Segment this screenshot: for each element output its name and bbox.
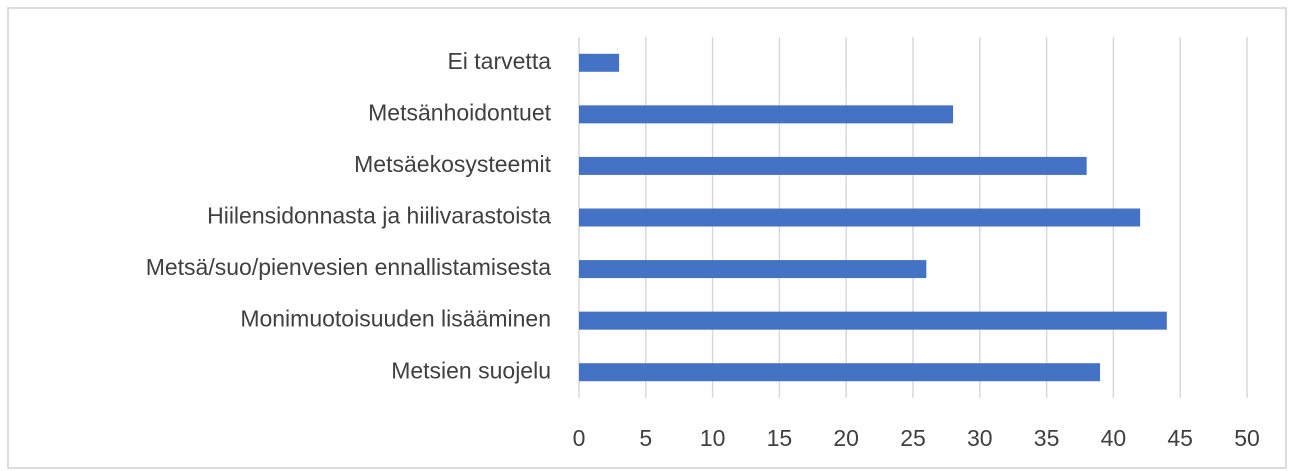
bar bbox=[579, 208, 1141, 227]
y-tick-label: Metsänhoidontuet bbox=[368, 99, 551, 125]
bar bbox=[579, 53, 620, 72]
bar bbox=[579, 260, 927, 279]
x-tick-label: 45 bbox=[1167, 425, 1193, 451]
bar bbox=[579, 311, 1167, 330]
x-tick-label: 10 bbox=[700, 425, 726, 451]
x-tick-label: 15 bbox=[767, 425, 793, 451]
x-tick-label: 25 bbox=[900, 425, 926, 451]
chart-frame bbox=[7, 7, 1287, 469]
x-tick-label: 40 bbox=[1101, 425, 1127, 451]
x-tick-label: 20 bbox=[833, 425, 859, 451]
x-tick-label: 5 bbox=[639, 425, 652, 451]
y-tick-label: Metsäekosysteemit bbox=[354, 151, 551, 177]
y-tick-label: Monimuotoisuuden lisääminen bbox=[240, 306, 551, 332]
bar bbox=[579, 105, 954, 124]
x-tick-label: 30 bbox=[967, 425, 993, 451]
bar bbox=[579, 156, 1087, 175]
y-tick-label: Metsä/suo/pienvesien ennallistamisesta bbox=[146, 254, 551, 280]
x-tick-label: 0 bbox=[573, 425, 586, 451]
y-tick-label: Hiilensidonnasta ja hiilivarastoista bbox=[207, 203, 551, 229]
y-tick-label: Ei tarvetta bbox=[447, 48, 551, 74]
bar bbox=[579, 363, 1101, 382]
y-tick-label: Metsien suojelu bbox=[391, 357, 551, 383]
x-tick-label: 50 bbox=[1234, 425, 1260, 451]
x-tick-label: 35 bbox=[1034, 425, 1060, 451]
